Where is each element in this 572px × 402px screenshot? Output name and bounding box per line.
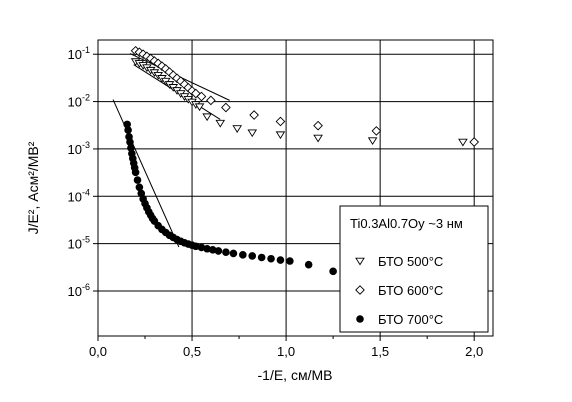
legend-marker: [355, 285, 365, 295]
data-point: [469, 137, 480, 147]
data-point: [135, 183, 144, 192]
data-point: [249, 110, 259, 120]
data-point: [313, 120, 323, 131]
y-tick-labels: 10-6 10-5 10-4 10-3 10-2 10-1: [68, 45, 90, 299]
data-point: [202, 113, 212, 122]
series-diamond: [130, 45, 480, 147]
data-point: [458, 138, 468, 147]
data-point: [168, 70, 179, 81]
data-point: [329, 267, 337, 276]
x-tick-label: 0,5: [183, 344, 201, 359]
legend-items: БТО 500°C БТО 600°C БТО 700°C: [355, 254, 443, 327]
data-point: [131, 168, 140, 177]
x-tick-label: 0,0: [89, 344, 107, 359]
data-point: [194, 103, 205, 112]
data-point: [275, 116, 286, 127]
data-point: [214, 247, 223, 255]
y-tick-label: 10-6: [68, 282, 90, 299]
data-point: [286, 257, 294, 265]
series-filled-circle: [123, 120, 337, 276]
data-point: [313, 134, 323, 143]
legend-label: БТО 500°C: [378, 254, 443, 269]
data-points: [123, 45, 480, 276]
axis-ticks: [93, 53, 475, 341]
data-point: [371, 126, 382, 136]
x-tick-label: 2,0: [465, 344, 483, 359]
data-point: [172, 73, 182, 84]
data-point: [276, 256, 285, 264]
y-tick-label: 10-4: [68, 187, 90, 204]
y-tick-label: 10-3: [68, 140, 90, 157]
legend-label: БТО 700°C: [378, 312, 443, 327]
legend-marker: [355, 257, 365, 266]
data-point: [221, 102, 231, 113]
plot-frame: [97, 39, 494, 337]
data-point: [206, 95, 216, 106]
y-tick-label: 10-2: [68, 93, 90, 110]
data-point: [124, 126, 132, 134]
legend-marker: [356, 315, 364, 323]
y-tick-label: 10-1: [68, 45, 90, 62]
fit-line: [112, 99, 180, 248]
data-point: [248, 252, 257, 260]
data-point: [247, 129, 258, 138]
data-point: [215, 119, 226, 128]
legend-label: БТО 600°C: [378, 283, 443, 298]
y-tick-label: 10-5: [68, 235, 90, 252]
data-point: [267, 254, 275, 263]
data-point: [196, 91, 207, 102]
data-point: [275, 131, 286, 140]
data-point: [229, 249, 238, 258]
legend-box: [339, 205, 489, 333]
x-axis-title: -1/E, см/МВ: [258, 367, 333, 383]
data-point: [232, 125, 243, 133]
data-point: [239, 251, 247, 259]
data-point: [304, 260, 313, 269]
data-point: [222, 248, 230, 256]
y-axis-title: J/E², Асм²/МВ²: [25, 141, 41, 234]
x-tick-label: 1,0: [277, 344, 295, 359]
data-point: [133, 176, 142, 184]
series-triangle-down: [130, 58, 468, 147]
data-point: [367, 137, 378, 146]
x-tick-labels: 0,0 0,5 1,0 1,5 2,0: [89, 344, 483, 359]
data-point: [257, 253, 266, 262]
x-tick-label: 1,5: [371, 344, 389, 359]
legend-title: Ti0.3Al0.7Oy ~3 нм: [350, 216, 463, 231]
